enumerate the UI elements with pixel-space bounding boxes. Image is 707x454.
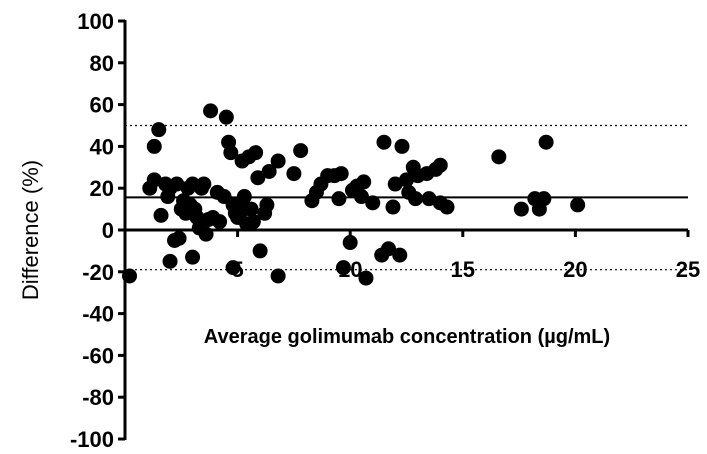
data-point	[252, 243, 268, 259]
data-point	[151, 122, 167, 138]
data-point	[236, 189, 252, 205]
data-point	[356, 174, 372, 190]
y-ticks: 100 80 60 40 20 0 -20 -40 -60 -80 -100	[70, 9, 125, 452]
data-point	[331, 191, 347, 207]
data-point	[218, 109, 234, 125]
data-point	[333, 166, 349, 182]
data-point	[376, 134, 392, 150]
data-point	[387, 176, 403, 192]
data-point	[261, 163, 277, 179]
data-point	[212, 214, 228, 230]
data-point	[421, 191, 437, 207]
y-tick-label: 80	[90, 51, 114, 76]
y-tick-label: 40	[90, 134, 114, 159]
y-axis-title: Difference (%)	[18, 160, 43, 300]
data-point	[358, 270, 374, 286]
data-point	[169, 176, 185, 192]
data-point	[223, 145, 239, 161]
data-point	[245, 214, 261, 230]
y-tick-label: 60	[90, 93, 114, 118]
y-tick-label: -60	[82, 343, 114, 368]
data-point	[203, 103, 219, 119]
data-point	[153, 207, 169, 223]
data-point	[335, 260, 351, 276]
data-point	[570, 197, 586, 213]
data-point	[380, 241, 396, 257]
data-point	[293, 143, 309, 159]
data-point	[146, 172, 162, 188]
data-point	[250, 170, 266, 186]
data-point	[286, 166, 302, 182]
data-point	[353, 189, 369, 205]
data-point	[185, 249, 201, 265]
data-point	[270, 153, 286, 169]
y-tick-label: 20	[90, 176, 114, 201]
y-tick-label: -100	[70, 427, 114, 452]
y-tick-label: 100	[77, 9, 114, 34]
data-point	[342, 235, 358, 251]
data-point	[243, 201, 259, 217]
data-point	[270, 268, 286, 284]
data-point	[248, 145, 264, 161]
data-point	[198, 226, 214, 242]
y-tick-label: -80	[82, 385, 114, 410]
data-point	[536, 191, 552, 207]
data-point	[513, 201, 529, 217]
data-point	[365, 195, 381, 211]
data-point	[122, 268, 138, 284]
data-point	[408, 191, 424, 207]
y-tick-label: -20	[82, 260, 114, 285]
data-point	[491, 149, 507, 165]
data-point	[394, 138, 410, 154]
data-points	[122, 103, 586, 286]
data-point	[392, 247, 408, 263]
data-point	[385, 199, 401, 215]
data-point	[439, 199, 455, 215]
data-point	[171, 230, 187, 246]
y-tick-label: 0	[102, 218, 114, 243]
x-tick-label: 15	[451, 257, 475, 282]
x-tick-label: 25	[676, 257, 700, 282]
data-point	[432, 157, 448, 173]
data-point	[196, 176, 212, 192]
x-tick-label: 20	[563, 257, 587, 282]
data-point	[259, 197, 275, 213]
x-axis-title: Average golimumab concentration (µg/mL)	[204, 326, 610, 348]
data-point	[538, 134, 554, 150]
data-point	[225, 260, 241, 276]
data-point	[399, 172, 414, 188]
data-point	[162, 253, 178, 269]
data-point	[146, 138, 162, 154]
x-ticks: 510152025	[231, 230, 700, 282]
y-tick-label: -40	[82, 302, 114, 327]
